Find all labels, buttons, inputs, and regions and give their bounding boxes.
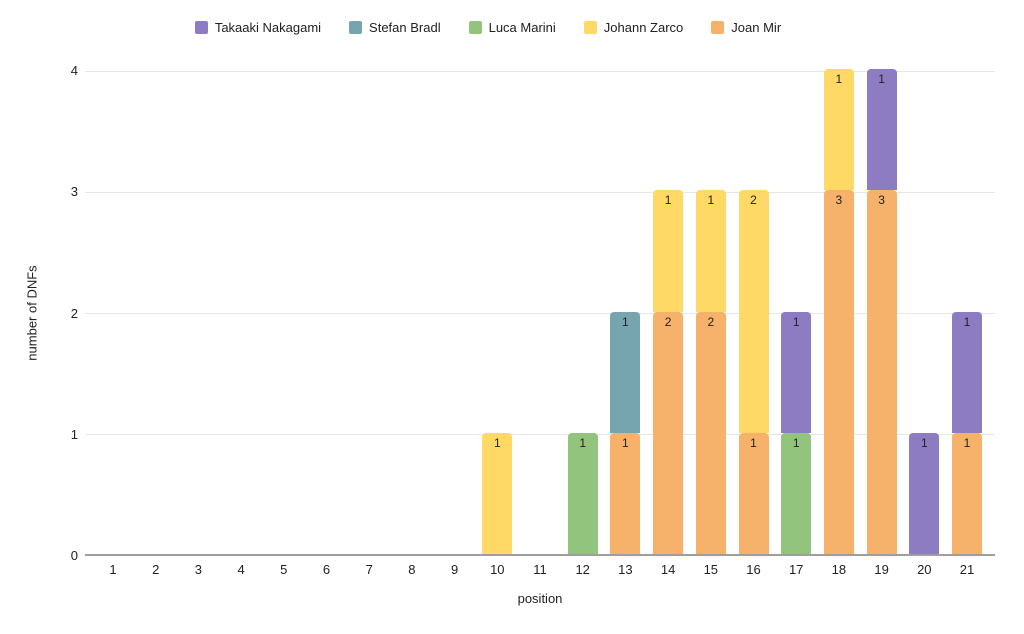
- bar-segment-takaaki-nakagami[interactable]: 1: [909, 432, 940, 554]
- x-tick-label: 6: [322, 562, 331, 577]
- x-axis-line: [85, 554, 995, 556]
- x-tick-label: 7: [365, 562, 373, 577]
- bar-value-label: 3: [878, 193, 885, 208]
- x-tick-label: 9: [450, 562, 459, 577]
- bar-segment-takaaki-nakagami[interactable]: 1: [866, 69, 897, 191]
- legend: Takaaki Nakagami Stefan Bradl Luca Marini J…: [0, 20, 976, 35]
- bar-value-label: 1: [963, 435, 971, 450]
- bar-value-label: 1: [750, 435, 757, 450]
- legend-swatch-icon: [468, 21, 482, 34]
- bar-value-label: 1: [963, 314, 971, 329]
- gridline: [85, 313, 995, 314]
- y-tick-label: 1: [70, 426, 78, 442]
- bar-value-label: 1: [835, 72, 843, 86]
- bar-segment-stefan-bradl[interactable]: 1: [610, 311, 641, 433]
- bar-segment-takaaki-nakagami[interactable]: 1: [781, 311, 812, 433]
- x-tick-label: 8: [408, 562, 416, 577]
- bar-segment-luca-marini[interactable]: 1: [781, 432, 812, 554]
- bar-value-label: 1: [707, 193, 715, 208]
- y-tick-label: 2: [70, 305, 78, 321]
- legend-label: Johann Zarco: [603, 20, 684, 35]
- bar-segment-joan-mir[interactable]: 3: [823, 190, 854, 554]
- bar-segment-takaaki-nakagami[interactable]: 1: [952, 311, 982, 433]
- bar-value-label: 1: [622, 435, 629, 450]
- legend-item-johann-zarco[interactable]: Johann Zarco: [583, 20, 684, 35]
- x-tick-label: 4: [237, 562, 245, 577]
- x-axis-title: position: [517, 591, 563, 606]
- bar-segment-joan-mir[interactable]: 1: [610, 432, 641, 554]
- bar-value-label: 1: [792, 314, 800, 329]
- bar-segment-johann-zarco[interactable]: 2: [738, 190, 769, 433]
- legend-item-luca-marini[interactable]: Luca Marini: [468, 20, 556, 35]
- bar-value-label: 1: [878, 72, 885, 86]
- legend-swatch-icon: [583, 21, 597, 34]
- legend-item-joan-mir[interactable]: Joan Mir: [711, 20, 781, 35]
- x-tick-label: 20: [917, 562, 932, 577]
- bar-value-label: 1: [622, 314, 629, 329]
- legend-swatch-icon: [349, 21, 363, 34]
- gridline: [85, 434, 995, 435]
- y-tick-label: 4: [70, 63, 78, 78]
- legend-label: Joan Mir: [731, 20, 782, 35]
- gridline: [85, 71, 995, 72]
- bar-segment-johann-zarco[interactable]: 1: [482, 432, 513, 554]
- bar-segment-luca-marini[interactable]: 1: [567, 432, 598, 554]
- bar-value-label: 1: [792, 435, 800, 450]
- bar-value-label: 1: [579, 435, 587, 450]
- legend-label: Luca Marini: [488, 20, 556, 35]
- x-tick-label: 12: [575, 562, 590, 577]
- bar-segment-johann-zarco[interactable]: 1: [653, 190, 684, 312]
- bar-segment-joan-mir[interactable]: 3: [866, 190, 897, 554]
- bar-segment-johann-zarco[interactable]: 1: [695, 190, 726, 312]
- legend-label: Stefan Bradl: [369, 20, 441, 35]
- y-tick-label: 3: [70, 184, 78, 200]
- x-tick-label: 1: [109, 562, 117, 577]
- plot-area: 1 1 1 1 2 1 2 1 1 2 1 1 3 1 3 1 1 1 1: [85, 69, 995, 556]
- bar-segment-joan-mir[interactable]: 1: [952, 432, 982, 554]
- x-tick-label: 21: [959, 562, 975, 577]
- x-tick-label: 3: [194, 562, 202, 577]
- x-tick-label: 11: [533, 562, 547, 577]
- x-tick-label: 10: [490, 562, 505, 577]
- x-tick-label: 16: [746, 562, 761, 577]
- bar-value-label: 2: [750, 193, 757, 208]
- bar-segment-joan-mir[interactable]: 1: [738, 432, 769, 554]
- legend-item-takaaki-nakagami[interactable]: Takaaki Nakagami: [194, 20, 322, 35]
- legend-swatch-icon: [194, 21, 208, 34]
- x-tick-label: 18: [831, 562, 847, 577]
- x-tick-label: 14: [660, 562, 676, 577]
- legend-item-stefan-bradl[interactable]: Stefan Bradl: [349, 20, 441, 35]
- x-tick-label: 15: [703, 562, 719, 577]
- legend-label: Takaaki Nakagami: [214, 20, 322, 35]
- bar-segment-joan-mir[interactable]: 2: [653, 311, 684, 554]
- x-tick-label: 5: [280, 562, 288, 577]
- legend-swatch-icon: [711, 21, 725, 34]
- x-tick-label: 2: [152, 562, 160, 577]
- x-tick-label: 19: [874, 562, 889, 577]
- bar-value-label: 1: [664, 193, 672, 208]
- bar-value-label: 2: [707, 314, 715, 329]
- x-tick-label: 13: [618, 562, 633, 577]
- x-tick-label: 17: [788, 562, 804, 577]
- bar-value-label: 1: [493, 435, 501, 450]
- y-tick-label: 0: [70, 548, 78, 563]
- bar-segment-joan-mir[interactable]: 2: [695, 311, 726, 554]
- bar-value-label: 3: [835, 193, 843, 208]
- bar-value-label: 1: [920, 435, 928, 450]
- bar-value-label: 2: [664, 314, 672, 329]
- gridline: [85, 192, 995, 193]
- bar-segment-johann-zarco[interactable]: 1: [823, 69, 854, 191]
